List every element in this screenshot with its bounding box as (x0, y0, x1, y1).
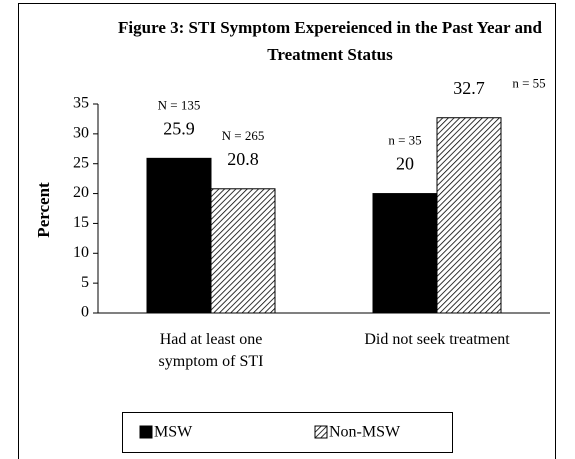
title-box: Figure 3: STI Symptom Expereienced in th… (118, 18, 542, 64)
value-label: 32.7 (453, 78, 485, 98)
y-tick-label: 30 (73, 125, 89, 142)
y-tick-label: 15 (73, 214, 89, 231)
y-tick-label: 35 (73, 95, 89, 112)
bar (210, 188, 276, 314)
legend (122, 412, 453, 453)
bar (146, 157, 212, 314)
legend-label: Non-MSW (329, 424, 401, 441)
annotation: n = 35 (388, 133, 421, 148)
y-tick-label: 5 (81, 274, 89, 291)
y-tick-label: 20 (73, 184, 89, 201)
value-label: 20.8 (227, 149, 259, 169)
y-tick-label: 10 (73, 244, 89, 261)
annotation: N = 265 (222, 128, 265, 143)
value-label: 25.9 (163, 118, 195, 138)
annotation: N = 135 (158, 97, 201, 112)
bar (372, 193, 438, 314)
y-tick-label: 0 (81, 304, 89, 321)
chart-title: Figure 3: STI Symptom Expereienced in th… (118, 18, 542, 64)
legend-swatch (139, 425, 153, 439)
legend-label: MSW (154, 424, 193, 441)
annotation: n = 55 (512, 76, 545, 91)
y-tick-label: 25 (73, 154, 89, 171)
x-tick-label: Did not seek treatment (364, 331, 510, 348)
frame (18, 3, 556, 459)
y-axis-label: Percent (34, 182, 53, 238)
x-tick-label: Had at least one symptom of STI (158, 331, 264, 370)
value-label: 20 (396, 154, 414, 174)
bar (436, 117, 502, 314)
legend-swatch (314, 425, 328, 439)
